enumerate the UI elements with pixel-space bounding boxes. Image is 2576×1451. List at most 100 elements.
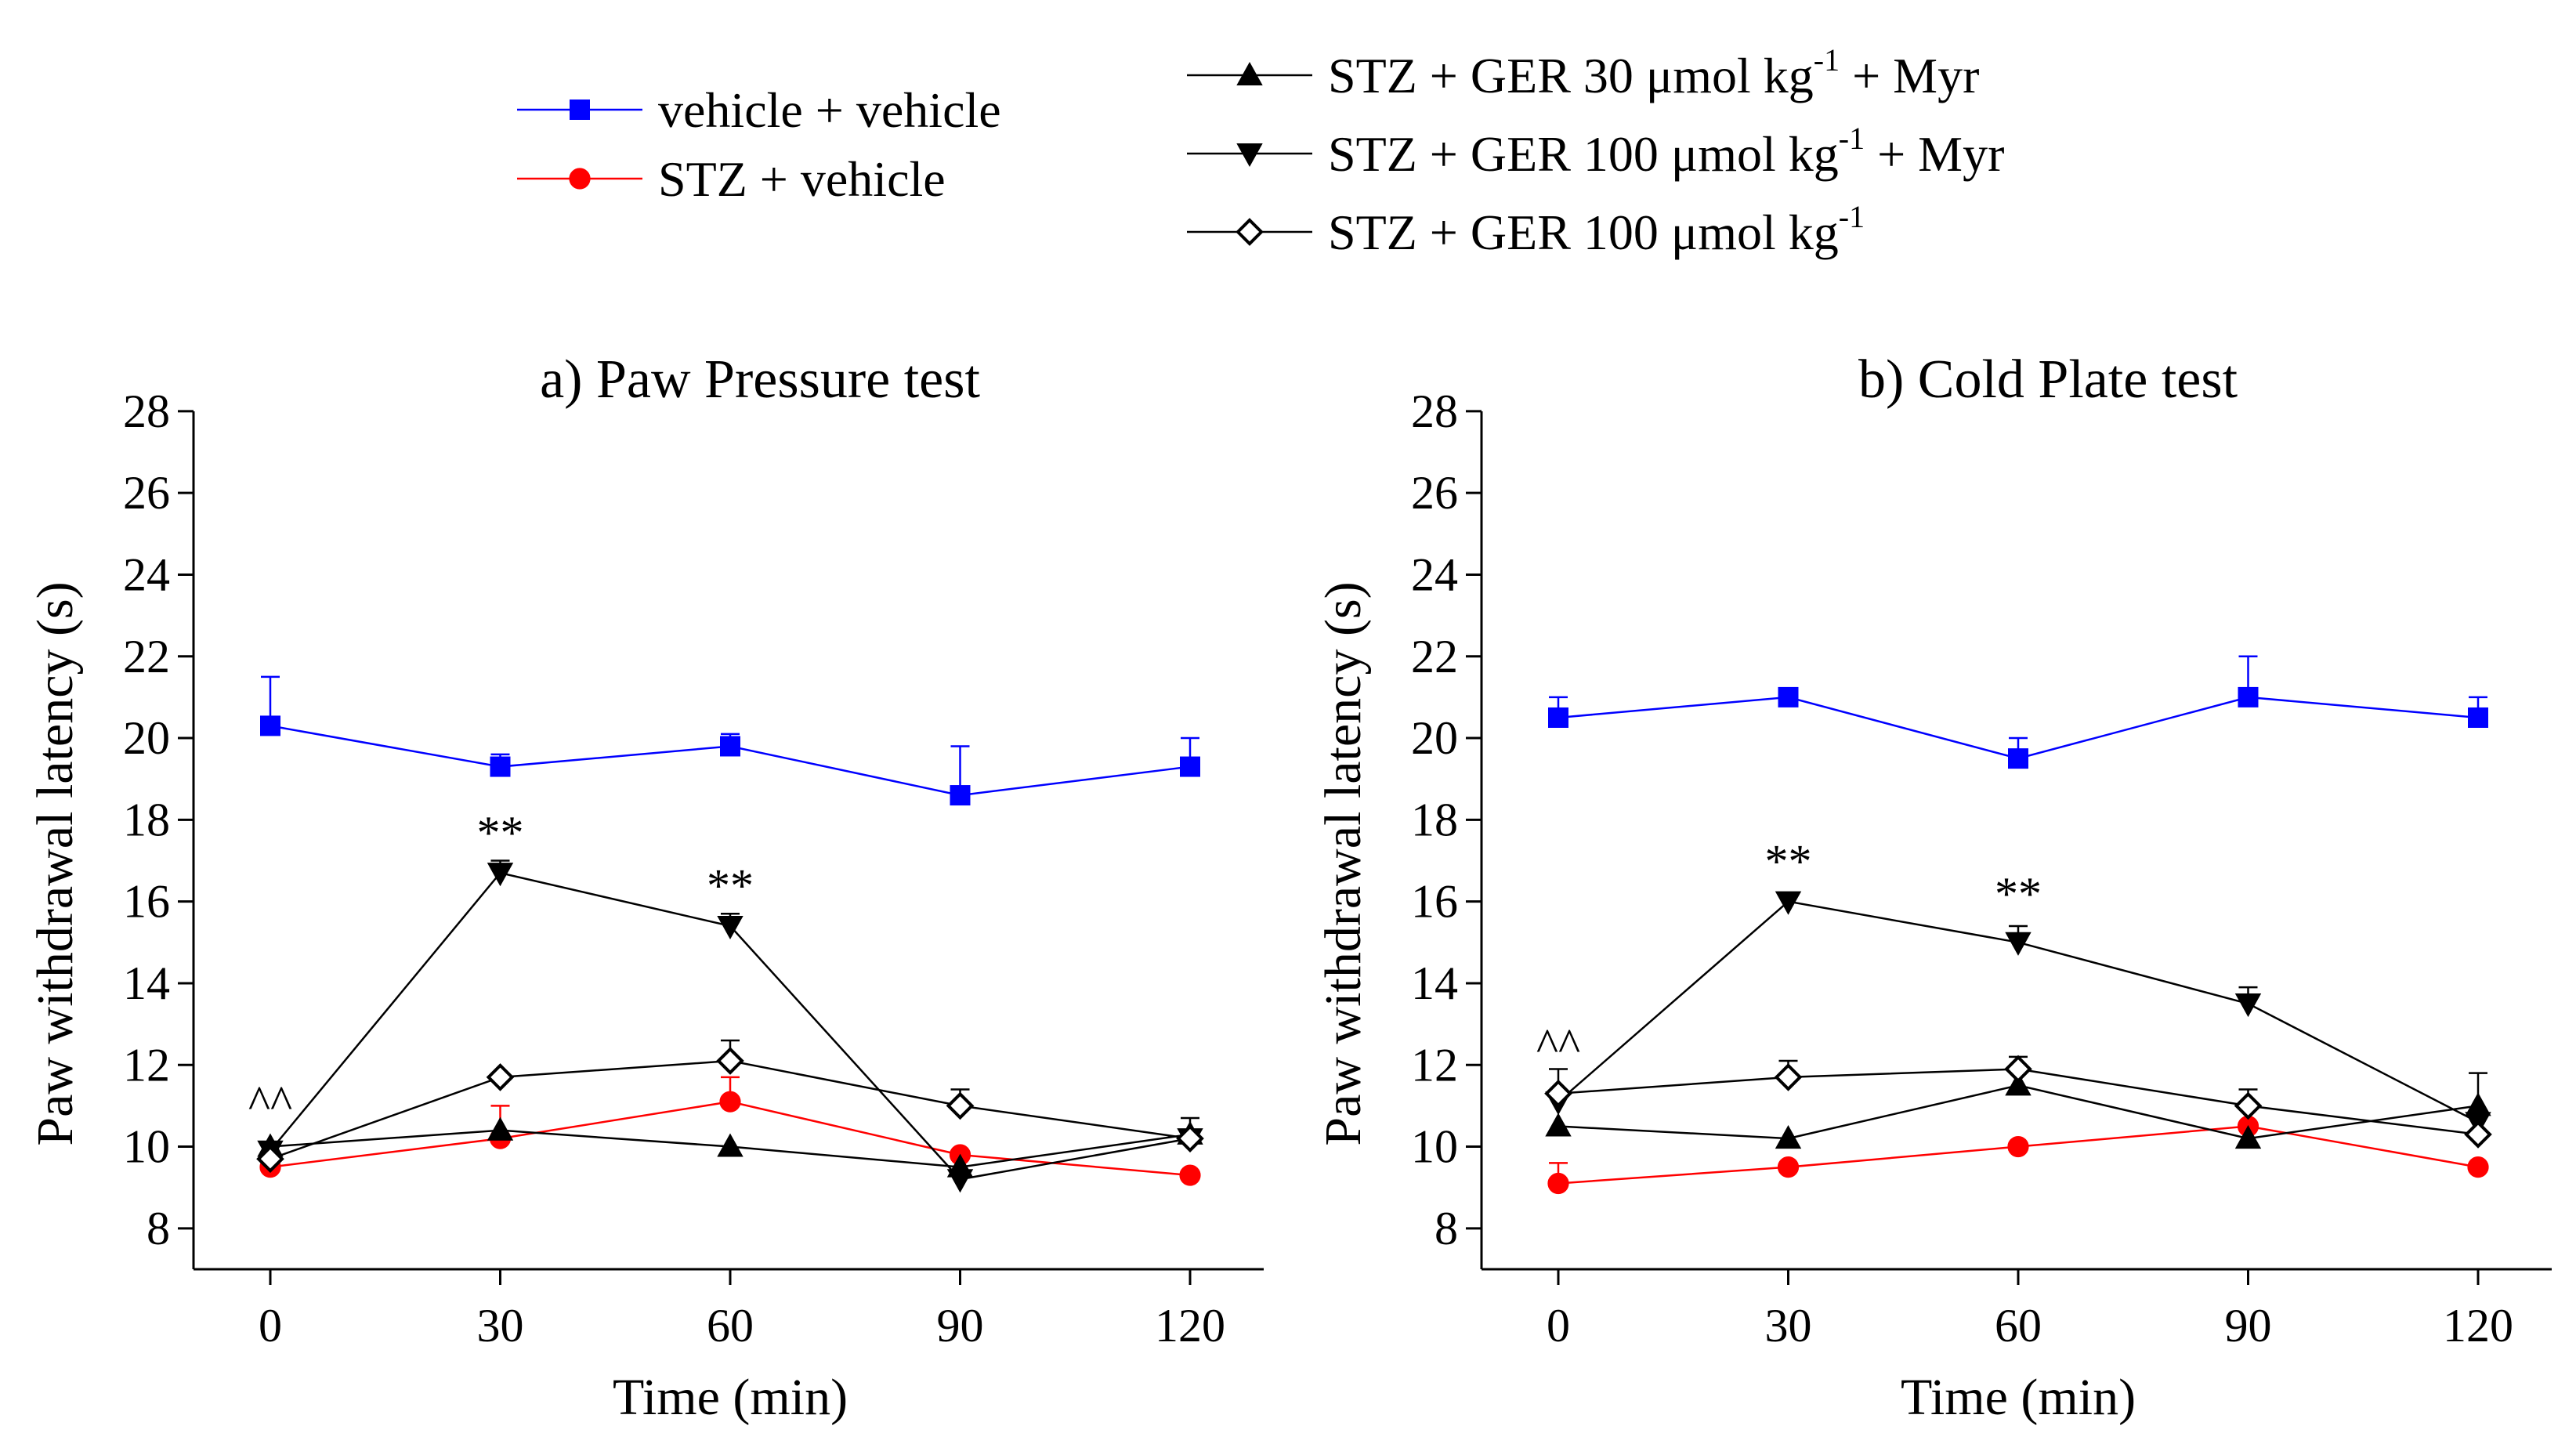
data-point [716, 1047, 744, 1075]
data-point [1176, 1124, 1204, 1152]
legend-marker-diamond [1236, 218, 1264, 246]
legend-entry-g100m: STZ + GER 100 μmol kg-1 + Myr [1187, 121, 2004, 182]
y-tick-label: 28 [123, 385, 170, 437]
y-tick-label: 16 [1411, 876, 1458, 928]
x-tick-label: 90 [2225, 1300, 2272, 1351]
y-tick-label: 12 [1411, 1039, 1458, 1091]
data-point [950, 785, 971, 806]
data-point [2005, 932, 2031, 956]
x-tick-label: 60 [1995, 1300, 2042, 1351]
data-point [260, 715, 280, 736]
legend-entry-g30m: STZ + GER 30 μmol kg-1 + Myr [1187, 42, 1979, 103]
series-vv [1548, 655, 2488, 769]
y-tick-label: 26 [123, 467, 170, 519]
series-sv [259, 1076, 1201, 1186]
data-point [2238, 686, 2259, 707]
data-point [2234, 993, 2262, 1018]
y-tick-label: 28 [1411, 385, 1458, 437]
data-point [1544, 1079, 1572, 1108]
annotation: ^^ [248, 1076, 292, 1128]
series-g30m [257, 1116, 1203, 1178]
data-point [717, 915, 743, 939]
data-point [1180, 756, 1200, 777]
data-point [2467, 1156, 2489, 1178]
y-tick-label: 22 [1411, 631, 1458, 682]
y-tick-label: 16 [123, 876, 170, 928]
data-point [256, 1145, 284, 1174]
annotation: ** [707, 860, 754, 912]
data-point [1179, 1164, 1201, 1186]
y-axis-label: Paw withdrawal latency (s) [27, 581, 84, 1145]
data-point [486, 1063, 515, 1091]
y-tick-label: 24 [123, 548, 170, 600]
y-tick-label: 20 [123, 712, 170, 764]
data-point [717, 1133, 743, 1157]
chart-title: a) Paw Pressure test [540, 349, 980, 410]
y-axis-label: Paw withdrawal latency (s) [1315, 581, 1372, 1145]
data-point [720, 736, 740, 757]
x-tick-label: 60 [707, 1300, 754, 1351]
data-point [490, 756, 511, 777]
panel-paw-pressure: a) Paw Pressure test 8 10 12 14 16 18 20 22 24 26 2… [27, 349, 1264, 1426]
x-tick-label: 30 [1765, 1300, 1812, 1351]
y-tick-label: 22 [123, 631, 170, 682]
data-point [1548, 707, 1568, 728]
data-point [1774, 1063, 1803, 1091]
data-point [1777, 1156, 1800, 1178]
data-point [487, 863, 514, 887]
data-point [2234, 1125, 2262, 1149]
annotation: ** [1995, 868, 2042, 920]
y-tick-label: 8 [147, 1203, 170, 1254]
data-point [946, 1091, 975, 1120]
series-g100 [256, 1039, 1204, 1174]
data-point [487, 1116, 514, 1141]
x-tick-label: 30 [477, 1300, 524, 1351]
data-point [2234, 1091, 2263, 1120]
legend-label: STZ + GER 30 μmol kg-1 + Myr [1328, 42, 1979, 103]
data-point [719, 1091, 741, 1113]
y-tick-label: 24 [1411, 548, 1458, 600]
y-tick-label: 26 [1411, 467, 1458, 519]
data-point [946, 1169, 974, 1193]
data-point [1775, 1125, 1802, 1149]
y-tick-label: 18 [1411, 794, 1458, 845]
legend-marker-circle [569, 168, 591, 190]
annotation: ** [1765, 835, 1812, 887]
x-tick-label: 120 [2443, 1300, 2513, 1351]
legend-marker-triangle-down [1236, 143, 1263, 168]
data-point [2007, 1135, 2029, 1158]
chart-title: b) Cold Plate test [1858, 349, 2238, 410]
series-sv [1547, 1115, 2489, 1195]
annotation: ^^ [1536, 1019, 1580, 1071]
y-tick-label: 10 [1411, 1121, 1458, 1173]
annotation: ** [477, 807, 524, 859]
legend-label: STZ + GER 100 μmol kg-1 [1328, 199, 1865, 260]
legend-label: STZ + vehicle [658, 151, 946, 207]
x-tick-label: 90 [937, 1300, 984, 1351]
legend-entry-vv: vehicle + vehicle [517, 82, 1001, 138]
legend: vehicle + vehicle STZ + vehicle STZ + GER … [517, 42, 2004, 260]
data-point [1775, 891, 1802, 915]
y-tick-label: 20 [1411, 712, 1458, 764]
data-point [2008, 748, 2028, 769]
y-tick-label: 14 [123, 957, 170, 1009]
series-vv [260, 675, 1200, 806]
legend-entry-sv: STZ + vehicle [517, 151, 946, 207]
data-point [2468, 707, 2488, 728]
x-tick-label: 0 [1547, 1300, 1570, 1351]
series-g100 [1544, 1055, 2492, 1149]
x-tick-label: 0 [259, 1300, 282, 1351]
data-point [1547, 1172, 1569, 1195]
legend-marker-triangle-up [1236, 61, 1263, 85]
y-tick-label: 18 [123, 794, 170, 845]
legend-label: vehicle + vehicle [658, 82, 1001, 138]
data-point [2005, 1072, 2031, 1096]
data-point [2464, 1120, 2492, 1149]
x-axis-label: Time (min) [1901, 1369, 2136, 1426]
legend-label: STZ + GER 100 μmol kg-1 + Myr [1328, 121, 2004, 182]
x-tick-label: 120 [1155, 1300, 1225, 1351]
y-tick-label: 12 [123, 1039, 170, 1091]
y-tick-label: 8 [1435, 1203, 1458, 1254]
panel-cold-plate: b) Cold Plate test 8 10 12 14 16 18 20 22 24 26 28 0… [1315, 349, 2552, 1426]
